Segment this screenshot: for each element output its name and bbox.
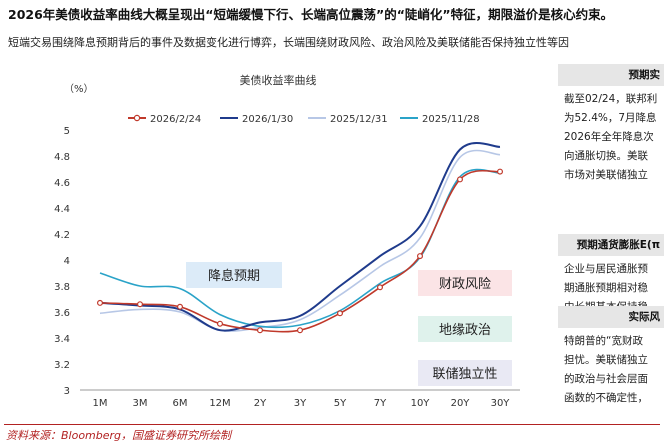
side-panel-line: 的政治与社会层面 — [564, 373, 648, 385]
data-point — [337, 310, 344, 317]
annotation-box — [186, 262, 282, 288]
x-tick-label: 20Y — [451, 398, 471, 409]
headline: 2026年美债收益率曲线大概呈现出“短端缓慢下行、长端高位震荡”的“陡峭化”特征… — [8, 7, 614, 22]
data-point — [297, 327, 304, 334]
subline: 短端交易围绕降息预期背后的事件及数据变化进行博弈，长端围绕财政风险、政治风险及美… — [8, 36, 569, 49]
annotation-box — [418, 270, 512, 296]
x-tick-label: 1M — [93, 398, 108, 409]
x-tick-label: 10Y — [411, 398, 431, 409]
side-panel-title: 预期通货膨胀E(π — [558, 234, 664, 256]
side-panel-line: 向通胀切换。美联 — [564, 150, 648, 162]
side-panel-title: 预期实 — [558, 64, 664, 86]
y-tick-label: 3.2 — [54, 360, 70, 371]
side-panel-expected-inflation: 预期通货膨胀E(π 企业与居民通胀预 期通胀预期相对稳 中长期基本保持稳 — [558, 234, 664, 317]
legend-label: 2025/11/28 — [422, 114, 480, 125]
y-tick-label: 4.8 — [54, 152, 70, 163]
x-tick-label: 3M — [133, 398, 148, 409]
data-point — [417, 253, 424, 260]
side-panel-line: 函数的不确定性， — [564, 392, 648, 404]
side-panel-line: 市场对美联储独立 — [564, 169, 648, 181]
x-tick-label: 2Y — [254, 398, 267, 409]
x-tick-label: 6M — [173, 398, 188, 409]
side-panel-line: 企业与居民通胀预 — [564, 263, 648, 275]
y-tick-label: 4 — [64, 256, 70, 267]
annotation-label: 联储独立性 — [432, 367, 497, 382]
side-panel-title: 实际风 — [558, 306, 664, 328]
legend-label: 2025/12/31 — [330, 114, 388, 125]
annotation-label: 降息预期 — [208, 268, 260, 284]
side-panel-line: 期通胀预期相对稳 — [564, 282, 648, 294]
y-tick-label: 3.8 — [54, 282, 70, 293]
annotation-box — [418, 316, 512, 342]
y-tick-label: 3.6 — [54, 308, 70, 319]
series-line-2025-12-31 — [99, 149, 501, 332]
data-point — [96, 299, 103, 306]
legend-label: 2026/2/24 — [150, 114, 201, 125]
x-tick-label: 12M — [209, 398, 230, 409]
y-tick-label: 3 — [64, 386, 70, 397]
x-tick-label: 30Y — [491, 398, 511, 409]
x-tick-label: 5Y — [334, 398, 347, 409]
side-panel-line: 为52.4%，7月降息 — [564, 112, 657, 124]
x-tick-label: 3Y — [294, 398, 307, 409]
data-point — [137, 301, 144, 308]
data-point — [217, 320, 224, 327]
side-panel-line: 担忧。美联储独立 — [564, 354, 648, 366]
annotation-label: 财政风险 — [439, 277, 491, 292]
y-tick-label: 4.6 — [54, 178, 70, 189]
annotation-label: 地缘政治 — [439, 323, 491, 338]
side-panel-line: 截至02/24，联邦利 — [564, 93, 658, 105]
annotation-box — [418, 360, 512, 386]
legend-label: 2026/1/30 — [242, 114, 293, 125]
data-point — [257, 327, 264, 334]
series-line-2025-11-28 — [99, 168, 501, 329]
data-point — [497, 168, 504, 175]
side-panel-real-risk: 实际风 特朗普的“宽财政 担忧。美联储独立 的政治与社会层面 函数的不确定性， — [558, 306, 664, 408]
y-axis-unit-label: （%） — [64, 83, 94, 95]
side-panel-line: 2026年全年降息次 — [564, 131, 654, 143]
y-tick-label: 4.2 — [54, 230, 70, 241]
y-tick-label: 5 — [64, 126, 70, 137]
y-tick-label: 4.4 — [54, 204, 70, 215]
data-point — [377, 284, 384, 291]
side-panel-line: 特朗普的“宽财政 — [564, 335, 643, 347]
series-line-2026-1-30 — [99, 141, 501, 332]
footer-divider — [4, 424, 660, 425]
data-point — [177, 303, 184, 310]
data-point — [457, 176, 464, 183]
legend-marker — [133, 114, 141, 122]
chart-title: 美债收益率曲线 — [240, 73, 317, 87]
side-panel-expected-real: 预期实 截至02/24，联邦利 为52.4%，7月降息 2026年全年降息次 向… — [558, 64, 664, 185]
source-note: 资料来源：Bloomberg，国盛证券研究所绘制 — [6, 429, 232, 442]
y-tick-label: 3.4 — [54, 334, 70, 345]
x-tick-label: 7Y — [374, 398, 387, 409]
